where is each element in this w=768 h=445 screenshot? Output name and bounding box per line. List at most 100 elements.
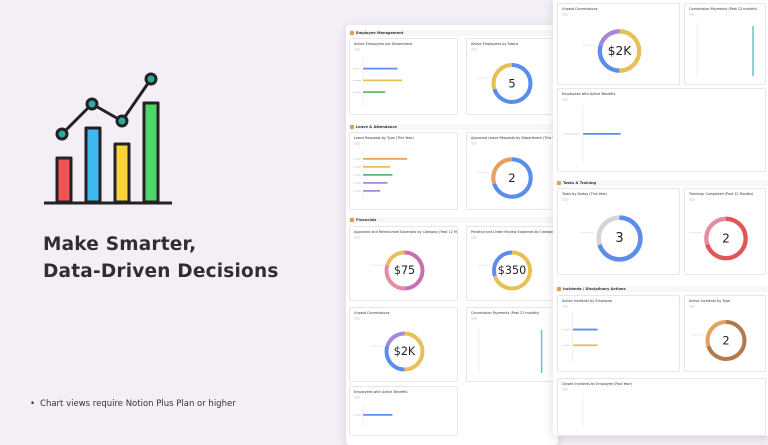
bar-label-placeholder (564, 133, 579, 135)
section-title: Financials (356, 218, 377, 222)
chart-card: Employees with Active Benefits (557, 88, 766, 172)
chart-card: Pending and Under Review Expenses by Cat… (466, 226, 556, 301)
chart-card: Trainings Completed (Past 12 Months) 2 (684, 188, 766, 275)
page: {"headline":["Make Smarter,","Data-Drive… (0, 0, 768, 432)
bar-label-placeholder (353, 414, 361, 416)
card-title: Unpaid Commissions (354, 311, 390, 315)
chart-card: Unpaid Commissions $2K (557, 3, 680, 85)
chart-card: Employees with Active Benefits (349, 386, 458, 436)
bar (572, 328, 598, 331)
card-chart (353, 149, 408, 201)
bar-label-placeholder (561, 344, 571, 346)
donut-segment (384, 331, 425, 372)
chart-card: Approved and Reimbursed Expenses by Cate… (349, 226, 458, 301)
bar-label-placeholder (353, 68, 361, 70)
bar-label-placeholder (353, 80, 361, 81)
card-tag (562, 305, 568, 308)
donut-segment (597, 29, 642, 73)
headline: Make Smarter, (43, 234, 197, 255)
donut-center-value: $2K (608, 44, 633, 58)
card-title: Employees with Active Benefits (354, 390, 408, 394)
card-chart: 3 (579, 215, 643, 262)
card-title: Pending and Under Review Expenses by Cat… (471, 230, 556, 234)
bar (363, 190, 381, 192)
card-tag (471, 48, 477, 51)
card-title: Leave Requests by Type (This Year) (354, 136, 414, 140)
dashboard-panel: Unpaid Commissions $2K Commission Payments… (553, 0, 768, 436)
bar-label-placeholder (561, 329, 571, 331)
chart-card: Commission Payments (Past 12 months) (466, 307, 556, 382)
donut-center-value: $350 (498, 264, 526, 277)
bar (363, 91, 386, 94)
chart-card: Approved Leave Requests by Department (T… (466, 132, 556, 210)
chart-icon (44, 72, 172, 205)
card-chart: 5 (476, 62, 533, 105)
card-tag (354, 142, 360, 145)
bar (363, 67, 398, 70)
chart-card: Active Incidents by Type 2 (684, 295, 766, 372)
section-title: Tasks & Training (563, 181, 597, 185)
chart-card: Tasks by Status (This Year) 3 (557, 188, 680, 275)
card-chart: 2 (688, 216, 748, 261)
bar-label-placeholder (353, 182, 361, 184)
card-chart: $75 (370, 250, 425, 291)
section-header: Leave & Attendance (348, 124, 556, 130)
headline: Data-Driven Decisions (43, 261, 279, 282)
card-tag (471, 236, 477, 239)
card-tag (689, 305, 695, 308)
card-chart (353, 403, 393, 427)
bar (572, 344, 598, 347)
card-tag (562, 13, 568, 16)
donut-center-value: 3 (615, 231, 623, 246)
chart-card: Active Employees by Status 5 (466, 38, 556, 115)
card-title: Active Incidents by Employee (562, 299, 613, 303)
section-header: Tasks & Training (555, 180, 768, 186)
section-header: Employee Management (348, 30, 556, 36)
donut-segment (597, 29, 642, 73)
card-tag (562, 198, 568, 201)
card-title: Approved Leave Requests by Department (T… (471, 136, 556, 140)
chart-card: Commission Payments (Past 12 months) (684, 3, 766, 85)
card-chart (478, 326, 543, 375)
bar-label-placeholder (353, 174, 361, 176)
donut-segment (704, 216, 748, 261)
card-title: Active Incidents by Type (689, 299, 731, 303)
card-title: Commission Payments (Past 12 months) (689, 7, 758, 11)
card-chart (561, 312, 598, 363)
card-tag (354, 317, 360, 320)
bar-label-placeholder (353, 91, 361, 93)
bar-label-placeholder (353, 190, 361, 192)
card-chart: $350 (477, 250, 532, 291)
donut-center-value: $75 (394, 264, 415, 277)
card-title: Unpaid Commissions (562, 7, 598, 11)
bar (363, 166, 391, 168)
bar (363, 158, 408, 160)
card-title: Commission Payments (Past 12 months) (471, 311, 540, 315)
card-title: Closed Incidents by Employee (Past Year) (562, 382, 633, 386)
section-icon (350, 218, 354, 222)
bar (363, 79, 403, 82)
card-chart (353, 55, 403, 106)
section-icon (557, 181, 561, 185)
chart-card: Unpaid Commissions $2K (349, 307, 458, 382)
bar-label-placeholder (353, 166, 361, 168)
bar (363, 182, 388, 184)
section-icon (557, 287, 561, 291)
bar (363, 174, 393, 176)
card-chart (696, 22, 754, 78)
bar (540, 330, 543, 373)
donut-center-value: $2K (394, 345, 416, 358)
chart-card: Leave Requests by Type (This Year) (349, 132, 458, 210)
chart-card: Closed Incidents by Employee (Past Year) (557, 378, 766, 436)
card-tag (689, 198, 695, 201)
card-tag (562, 388, 568, 391)
card-chart: 2 (690, 319, 747, 362)
section-title: Employee Management (356, 31, 404, 35)
card-title: Employees with Active Benefits (562, 92, 616, 96)
section-icon (350, 31, 354, 35)
bar (752, 26, 754, 76)
card-chart: $2K (370, 331, 425, 372)
section-header: Incidents / Disciplinary Actions (555, 286, 768, 292)
donut-center-value: 2 (508, 171, 515, 185)
donut-center-value: 2 (722, 232, 730, 246)
